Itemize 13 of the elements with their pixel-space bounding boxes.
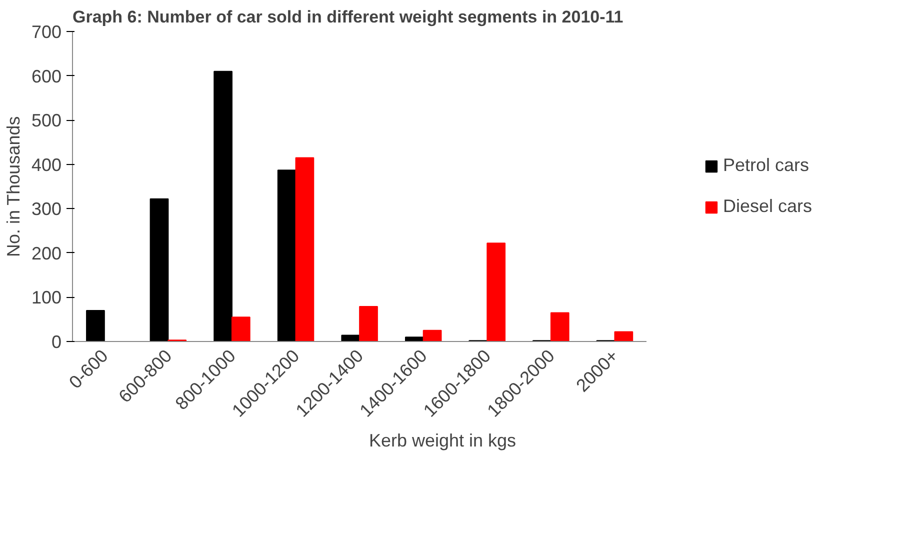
y-tick-label: 100 bbox=[31, 288, 62, 308]
legend-label: Diesel cars bbox=[722, 196, 812, 217]
y-tick-label: 200 bbox=[31, 243, 62, 264]
legend-label: Petrol cars bbox=[722, 155, 809, 176]
y-tick-label: 600 bbox=[31, 66, 62, 86]
x-axis-title: Kerb weight in kgs bbox=[368, 430, 516, 451]
y-tick-label: 700 bbox=[31, 22, 62, 42]
y-tick-label: 400 bbox=[31, 154, 62, 175]
y-tick-label: 500 bbox=[31, 110, 62, 131]
y-axis-title: No. in Thousands bbox=[3, 116, 24, 258]
y-tick-label: 0 bbox=[51, 332, 62, 352]
y-tick-label: 300 bbox=[31, 199, 62, 220]
chart-title: Graph 6: Number of car sold in different weight segments in 2010-11 bbox=[72, 8, 624, 26]
